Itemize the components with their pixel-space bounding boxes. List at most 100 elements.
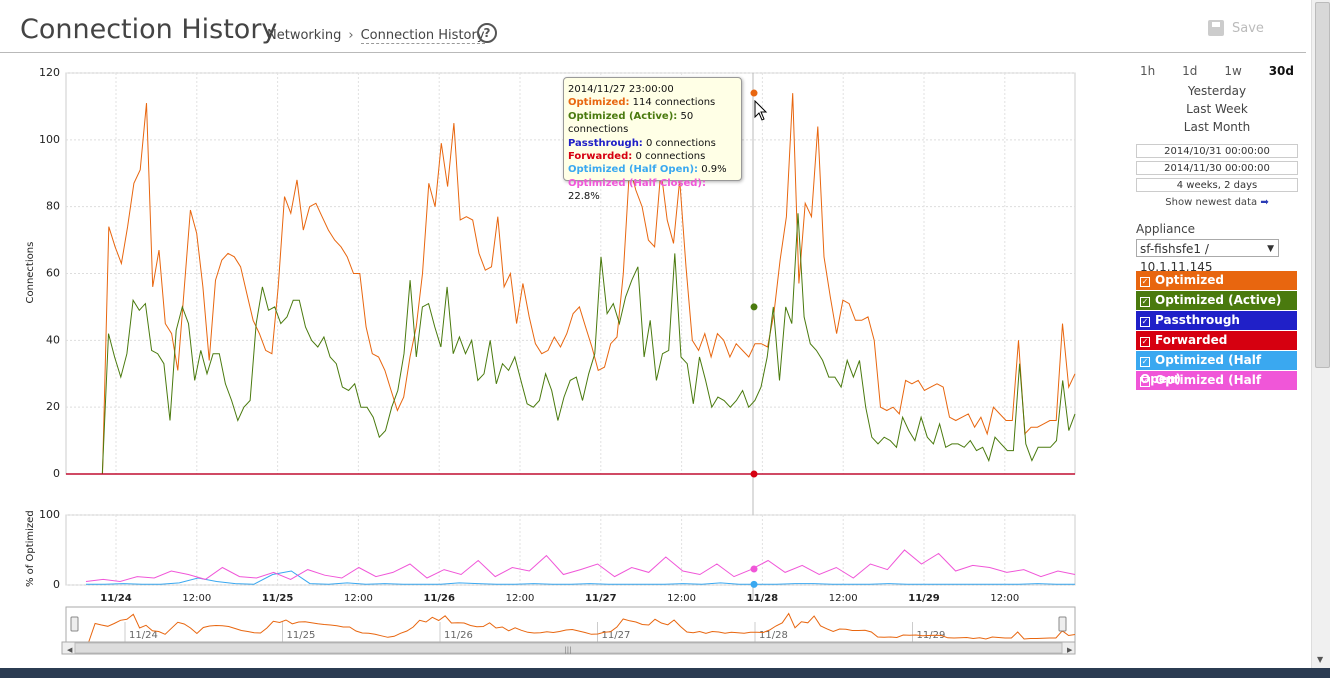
tooltip-row: Optimized (Active): 50 connections	[568, 110, 737, 137]
checkbox-icon[interactable]: ✓	[1140, 317, 1150, 327]
tooltip-value: 50 connections	[568, 110, 694, 136]
range-1w[interactable]: 1w	[1224, 64, 1242, 78]
tooltip-row: Passthrough: 0 connections	[568, 137, 737, 150]
appliance-value: sf-fishsfe1 / 10.1.11.145	[1140, 242, 1213, 274]
chart-tooltip: 2014/11/27 23:00:00 Optimized: 114 conne…	[563, 77, 742, 202]
legend-item[interactable]: ✓ Optimized (Half Closed)	[1136, 371, 1297, 406]
appliance-label: Appliance	[1136, 222, 1196, 236]
tooltip-time: 2014/11/27 23:00:00	[568, 84, 674, 95]
save-label: Save	[1232, 20, 1264, 36]
connection-history-page: Connection History Networking › Connection…	[0, 0, 1306, 668]
floppy-disk-icon	[1208, 20, 1224, 36]
range-30d[interactable]: 30d	[1268, 64, 1294, 78]
x-tick-label: 11/25	[262, 593, 294, 604]
y-axis-label: % of Optimized	[25, 510, 36, 587]
hover-point-half-open	[750, 580, 758, 588]
x-tick-label: 12:00	[344, 593, 373, 604]
x-tick-label: 11/27	[585, 593, 617, 604]
appliance-select[interactable]: sf-fishsfe1 / 10.1.11.145 ▼	[1136, 239, 1279, 274]
y-tick-label: 0	[53, 578, 60, 591]
show-newest-label: Show newest data	[1165, 197, 1258, 208]
navigator-tick-label: 11/24	[129, 630, 158, 641]
range-1d[interactable]: 1d	[1182, 64, 1198, 78]
x-tick-label: 12:00	[182, 593, 211, 604]
legend-label: Optimized (Active)	[1155, 293, 1282, 307]
start-time-input[interactable]: 2014/10/31 00:00:00	[1136, 144, 1298, 158]
navigator-scrollbar-thumb[interactable]	[74, 642, 1063, 654]
save-button[interactable]: Save	[1208, 20, 1264, 36]
show-newest-data-link[interactable]: Show newest data ➡	[1136, 197, 1298, 208]
help-icon[interactable]: ?	[477, 23, 497, 43]
end-time-input[interactable]: 2014/11/30 00:00:00	[1136, 161, 1298, 175]
legend-label: Forwarded	[1155, 333, 1228, 347]
legend-item[interactable]: ✓ Forwarded	[1136, 331, 1297, 350]
legend-item[interactable]: ✓ Optimized (Active)	[1136, 291, 1297, 310]
series-line-optimized-half-closed	[85, 549, 1076, 583]
y-tick-label: 0	[53, 467, 60, 480]
checkbox-icon[interactable]: ✓	[1140, 277, 1150, 287]
hover-point-half-closed	[750, 565, 758, 573]
tooltip-key: Optimized:	[568, 97, 630, 109]
page-header: Connection History Networking › Connection…	[0, 0, 1306, 53]
scroll-right-icon[interactable]: ▶	[1067, 646, 1073, 654]
series-line-optimized-active	[90, 213, 1076, 475]
range-buttons: 1h 1d 1w 30d	[1136, 64, 1298, 78]
tooltip-value: 0 connections	[646, 137, 716, 149]
legend-item[interactable]: ✓ Optimized	[1136, 271, 1297, 290]
y-axis-label: Connections	[25, 242, 36, 304]
relative-range-last-week[interactable]: Last Week	[1186, 102, 1248, 116]
x-tick-label: 12:00	[829, 593, 858, 604]
hover-point-forwarded	[750, 470, 758, 478]
tooltip-row: Forwarded: 0 connections	[568, 150, 737, 163]
tooltip-row: Optimized: 114 connections	[568, 96, 737, 109]
x-tick-label: 12:00	[506, 593, 535, 604]
scroll-left-icon[interactable]: ◀	[67, 646, 73, 654]
checkbox-icon[interactable]: ✓	[1140, 337, 1150, 347]
tooltip-row: Optimized (Half Closed): 22.8%	[568, 177, 737, 204]
duration-input[interactable]: 4 weeks, 2 days	[1136, 178, 1298, 192]
navigator-left-handle[interactable]	[70, 616, 79, 632]
navigator-right-handle[interactable]	[1058, 616, 1067, 632]
vertical-scrollbar[interactable]: ▼	[1311, 0, 1330, 668]
checkbox-icon[interactable]: ✓	[1140, 297, 1150, 307]
scroll-down-icon[interactable]: ▼	[1317, 655, 1324, 664]
tooltip-value: 0.9%	[701, 164, 727, 176]
tooltip-key: Optimized (Half Closed):	[568, 177, 707, 189]
hover-point-optimized	[750, 89, 758, 97]
mouse-cursor-icon	[754, 100, 768, 121]
range-1h[interactable]: 1h	[1140, 64, 1156, 78]
legend-label: Optimized (Half Closed)	[1140, 373, 1262, 406]
chevron-down-icon: ▼	[1267, 244, 1274, 254]
breadcrumb-connection-history[interactable]: Connection History	[360, 28, 485, 44]
legend-label: Optimized	[1155, 273, 1224, 287]
scrollbar-thumb[interactable]	[1315, 2, 1330, 368]
navigator-tick-label: 11/25	[287, 630, 316, 641]
x-tick-label: 12:00	[990, 593, 1019, 604]
y-tick-label: 40	[46, 333, 60, 346]
checkbox-icon[interactable]: ✓	[1140, 357, 1150, 367]
x-tick-label: 11/28	[747, 593, 779, 604]
chevron-right-icon: ›	[348, 28, 354, 43]
breadcrumb: Networking › Connection History	[267, 28, 485, 44]
relative-range-yesterday[interactable]: Yesterday	[1187, 84, 1247, 98]
navigator-area	[65, 606, 1076, 644]
arrow-right-icon: ➡	[1260, 197, 1269, 208]
tooltip-row: Optimized (Half Open): 0.9%	[568, 163, 737, 176]
tooltip-key: Optimized (Active):	[568, 110, 678, 122]
series-line-optimized	[90, 93, 1076, 475]
breadcrumb-networking[interactable]: Networking	[267, 28, 342, 43]
relative-range-last-month[interactable]: Last Month	[1183, 120, 1251, 134]
legend-item[interactable]: ✓ Passthrough	[1136, 311, 1297, 330]
y-tick-label: 80	[46, 200, 60, 213]
hover-point-active	[750, 303, 758, 311]
x-tick-label: 12:00	[667, 593, 696, 604]
scrollbar-grip-icon: |||	[564, 646, 571, 654]
y-tick-label: 100	[39, 508, 60, 521]
navigator-series	[76, 612, 1076, 643]
y-tick-label: 20	[46, 400, 60, 413]
legend-item[interactable]: ✓Optimized (Half Open)	[1136, 351, 1297, 386]
series-line-optimized-half-open	[86, 570, 1075, 585]
legend-label: Passthrough	[1155, 313, 1240, 327]
checkbox-icon[interactable]: ✓	[1140, 377, 1150, 387]
